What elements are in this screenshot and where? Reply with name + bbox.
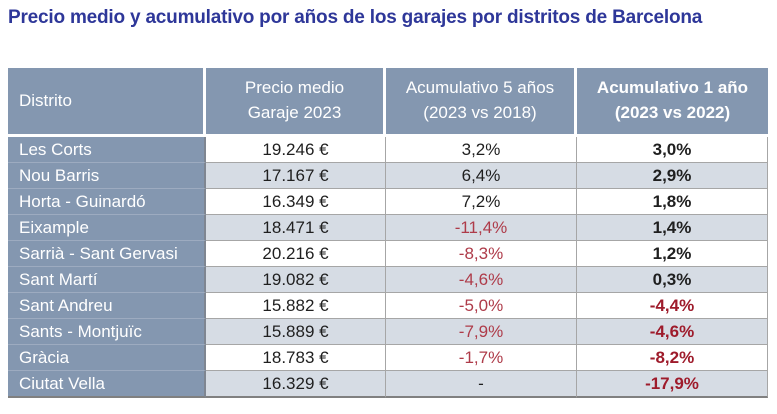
district-cell: Ciutat Vella	[8, 371, 206, 398]
price-cell: 15.889 €	[206, 319, 386, 345]
table-row: Sant Andreu 15.882 € -5,0% -4,4%	[8, 293, 768, 319]
acum5-cell: 6,4%	[386, 163, 577, 189]
acum5-cell: -7,9%	[386, 319, 577, 345]
table-row: Les Corts 19.246 € 3,2% 3,0%	[8, 137, 768, 163]
price-cell: 19.082 €	[206, 267, 386, 293]
price-cell: 20.216 €	[206, 241, 386, 267]
acum5-cell: 3,2%	[386, 137, 577, 163]
district-cell: Gràcia	[8, 345, 206, 371]
district-cell: Eixample	[8, 215, 206, 241]
table-row: Sant Martí 19.082 € -4,6% 0,3%	[8, 267, 768, 293]
district-cell: Sant Andreu	[8, 293, 206, 319]
price-cell: 16.329 €	[206, 371, 386, 398]
acum1-cell: 1,2%	[577, 241, 768, 267]
header-row: Distrito Precio medio Garaje 2023 Acumul…	[8, 68, 768, 137]
price-cell: 19.246 €	[206, 137, 386, 163]
header-acumulativo-1: Acumulativo 1 año (2023 vs 2022)	[577, 68, 768, 137]
acum5-cell: -11,4%	[386, 215, 577, 241]
price-cell: 18.471 €	[206, 215, 386, 241]
acum5-cell: -8,3%	[386, 241, 577, 267]
acum5-cell: -	[386, 371, 577, 398]
header-acumulativo-5: Acumulativo 5 años (2023 vs 2018)	[386, 68, 577, 137]
acum1-cell: 1,8%	[577, 189, 768, 215]
acum1-cell: -4,4%	[577, 293, 768, 319]
table-row: Eixample 18.471 € -11,4% 1,4%	[8, 215, 768, 241]
district-cell: Sarrià - Sant Gervasi	[8, 241, 206, 267]
table-row: Sarrià - Sant Gervasi 20.216 € -8,3% 1,2…	[8, 241, 768, 267]
table-row: Gràcia 18.783 € -1,7% -8,2%	[8, 345, 768, 371]
table-body: Les Corts 19.246 € 3,2% 3,0% Nou Barris …	[8, 137, 768, 398]
acum1-cell: 0,3%	[577, 267, 768, 293]
acum1-cell: -17,9%	[577, 371, 768, 398]
acum5-cell: 7,2%	[386, 189, 577, 215]
price-cell: 16.349 €	[206, 189, 386, 215]
acum1-cell: 1,4%	[577, 215, 768, 241]
price-cell: 15.882 €	[206, 293, 386, 319]
district-cell: Sant Martí	[8, 267, 206, 293]
table-row: Sants - Montjuïc 15.889 € -7,9% -4,6%	[8, 319, 768, 345]
header-precio-medio: Precio medio Garaje 2023	[206, 68, 386, 137]
acum1-cell: 2,9%	[577, 163, 768, 189]
district-cell: Les Corts	[8, 137, 206, 163]
acum1-cell: -4,6%	[577, 319, 768, 345]
district-cell: Sants - Montjuïc	[8, 319, 206, 345]
table-header: Distrito Precio medio Garaje 2023 Acumul…	[8, 68, 768, 137]
district-cell: Nou Barris	[8, 163, 206, 189]
acum1-cell: 3,0%	[577, 137, 768, 163]
table-row: Ciutat Vella 16.329 € - -17,9%	[8, 371, 768, 398]
header-distrito: Distrito	[8, 68, 206, 137]
price-cell: 18.783 €	[206, 345, 386, 371]
acum5-cell: -1,7%	[386, 345, 577, 371]
district-cell: Horta - Guinardó	[8, 189, 206, 215]
acum5-cell: -4,6%	[386, 267, 577, 293]
table-row: Nou Barris 17.167 € 6,4% 2,9%	[8, 163, 768, 189]
acum5-cell: -5,0%	[386, 293, 577, 319]
table-row: Horta - Guinardó 16.349 € 7,2% 1,8%	[8, 189, 768, 215]
garages-price-table: Distrito Precio medio Garaje 2023 Acumul…	[8, 68, 768, 398]
price-cell: 17.167 €	[206, 163, 386, 189]
acum1-cell: -8,2%	[577, 345, 768, 371]
page-title: Precio medio y acumulativo por años de l…	[8, 7, 703, 28]
